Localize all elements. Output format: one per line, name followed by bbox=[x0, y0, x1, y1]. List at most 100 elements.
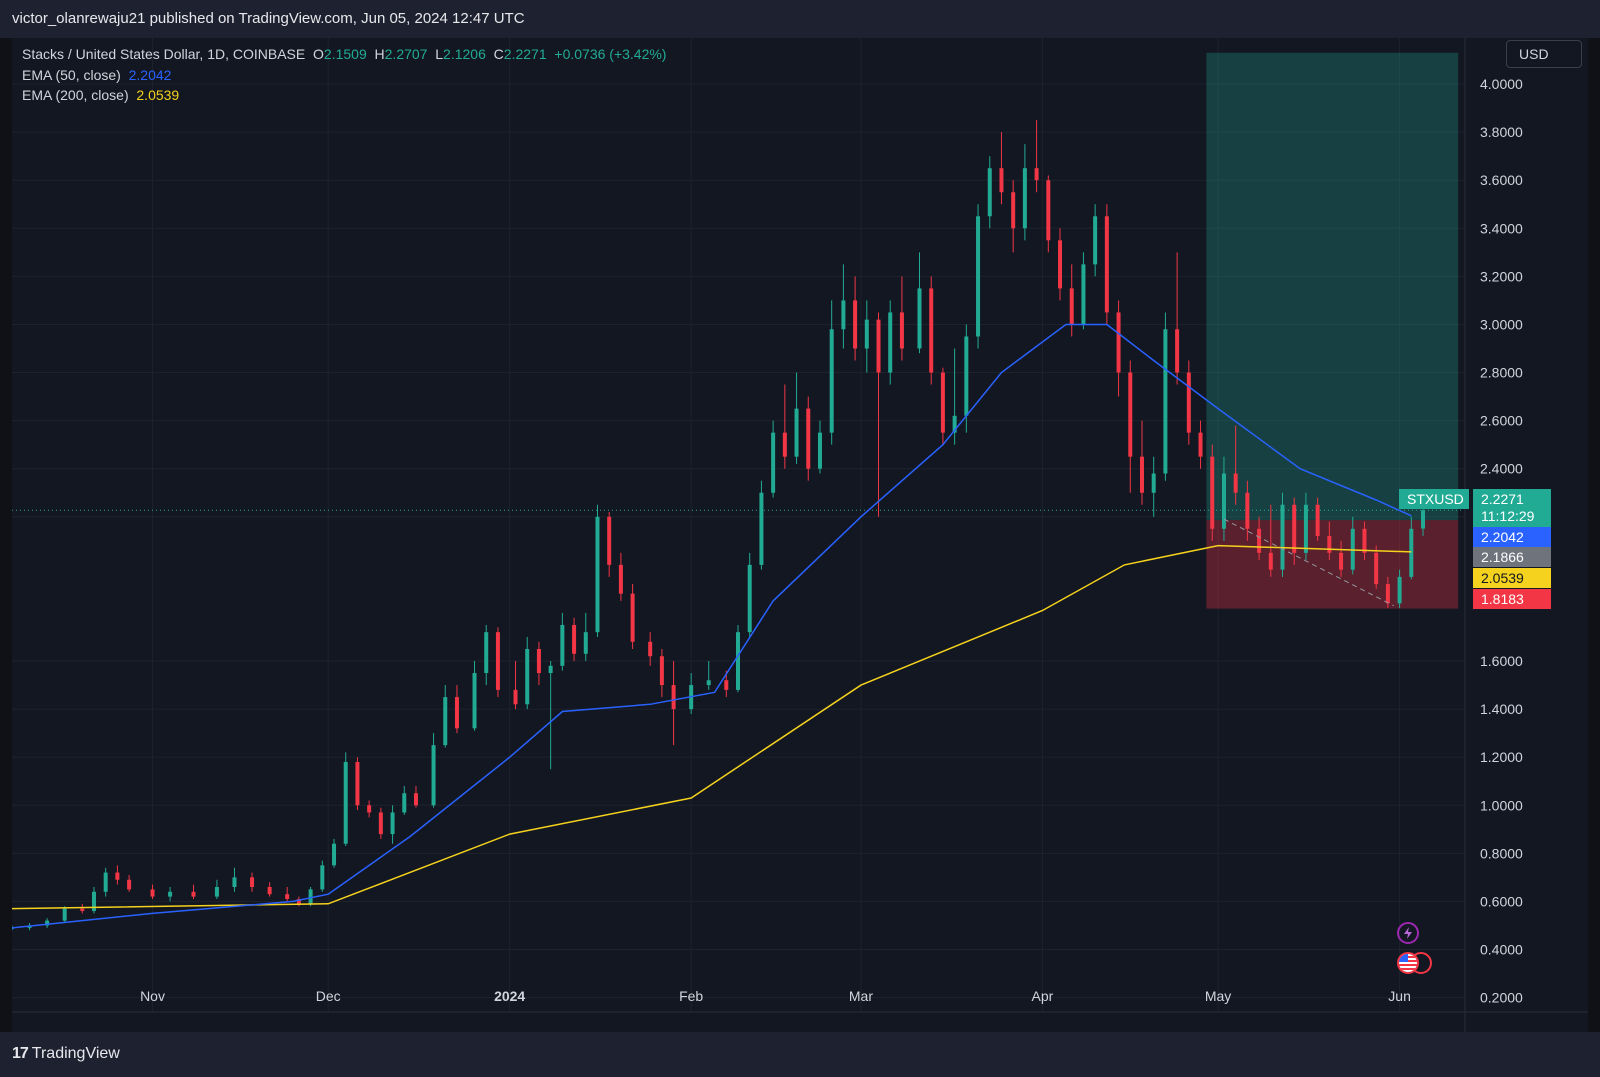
x-tick-label: Nov bbox=[140, 988, 165, 1004]
candle-body bbox=[917, 288, 922, 349]
us-flag-icon[interactable] bbox=[1397, 952, 1419, 974]
symbol-tag: STXUSD bbox=[1399, 489, 1469, 509]
candle-body bbox=[929, 288, 934, 373]
candle-body bbox=[560, 624, 565, 666]
y-tick-label: 2.4000 bbox=[1480, 461, 1523, 477]
y-tick-label: 1.0000 bbox=[1480, 797, 1523, 813]
logo-mark: 17 bbox=[12, 1045, 29, 1062]
candle-body bbox=[648, 641, 653, 657]
chart-panel[interactable] bbox=[12, 38, 1588, 1032]
candle-body bbox=[1233, 473, 1238, 493]
candle-body bbox=[413, 793, 418, 806]
candle-body bbox=[782, 432, 787, 457]
candle-body bbox=[747, 564, 752, 633]
x-tick-label: Mar bbox=[849, 988, 873, 1004]
candle-body bbox=[150, 889, 155, 897]
candle-body bbox=[864, 319, 869, 349]
candle-body bbox=[62, 908, 67, 921]
candle-body bbox=[431, 745, 436, 806]
candle-body bbox=[1128, 372, 1133, 457]
candle-body bbox=[343, 761, 348, 844]
candle-body bbox=[355, 761, 360, 806]
ema200-label: EMA (200, close) bbox=[22, 87, 129, 103]
candle-body bbox=[127, 879, 132, 890]
y-tick-label: 2.6000 bbox=[1480, 413, 1523, 429]
ema200-price-tag: 2.0539 bbox=[1473, 568, 1551, 588]
candle-body bbox=[443, 697, 448, 746]
candle-body bbox=[899, 312, 904, 349]
candle-body bbox=[1245, 492, 1250, 529]
candle-body bbox=[1292, 504, 1297, 553]
candle-body bbox=[572, 624, 577, 654]
candle-body bbox=[472, 673, 477, 729]
stop-zone bbox=[1206, 520, 1459, 609]
open-value: 2.1509 bbox=[323, 46, 367, 62]
candle-body bbox=[1374, 552, 1379, 585]
y-tick-label: 1.6000 bbox=[1480, 653, 1523, 669]
candle-body bbox=[1046, 180, 1051, 241]
candle-body bbox=[495, 632, 500, 690]
candle-body bbox=[1022, 168, 1027, 229]
candle-body bbox=[1257, 528, 1262, 553]
target-zone bbox=[1206, 52, 1459, 521]
y-tick-label: 2.8000 bbox=[1480, 365, 1523, 381]
tradingview-logo[interactable]: 17 TradingView bbox=[12, 1045, 120, 1063]
currency-selector[interactable]: USD bbox=[1506, 40, 1582, 68]
y-tick-label: 3.4000 bbox=[1480, 220, 1523, 236]
y-tick-label: 3.2000 bbox=[1480, 268, 1523, 284]
legend-ema50-row[interactable]: EMA (50, close) 2.2042 bbox=[22, 65, 666, 86]
candle-body bbox=[964, 336, 969, 416]
candle-body bbox=[1221, 473, 1226, 529]
x-tick-label: May bbox=[1205, 988, 1231, 1004]
candle-body bbox=[736, 632, 740, 690]
candle-body bbox=[1034, 168, 1039, 181]
candle-body bbox=[191, 891, 196, 897]
candle-body bbox=[1198, 432, 1203, 457]
y-tick-label: 3.8000 bbox=[1480, 124, 1523, 140]
candle-body bbox=[1069, 288, 1074, 325]
change-value: +0.0736 (+3.42%) bbox=[554, 46, 667, 62]
low-value: 2.1206 bbox=[443, 46, 486, 62]
candle-body bbox=[513, 689, 518, 705]
candle-body bbox=[232, 877, 237, 887]
y-tick-label: 1.4000 bbox=[1480, 701, 1523, 717]
candle-body bbox=[706, 680, 711, 686]
candle-body bbox=[1397, 576, 1402, 604]
candle-body bbox=[1339, 552, 1344, 570]
trendline bbox=[1223, 518, 1394, 607]
legend-ema200-row[interactable]: EMA (200, close) 2.0539 bbox=[22, 85, 666, 106]
y-tick-label: 0.2000 bbox=[1480, 990, 1523, 1006]
candle-body bbox=[1104, 216, 1109, 313]
candle-body bbox=[1280, 504, 1285, 570]
x-tick-label: 2024 bbox=[494, 988, 525, 1004]
candle-body bbox=[817, 432, 822, 469]
candle-body bbox=[332, 843, 337, 866]
ema200-line bbox=[12, 544, 1412, 910]
y-tick-label: 3.0000 bbox=[1480, 316, 1523, 332]
x-tick-label: Jun bbox=[1388, 988, 1411, 1004]
candle-body bbox=[952, 415, 957, 433]
candle-body bbox=[525, 648, 530, 705]
candle-body bbox=[987, 168, 992, 217]
candle-body bbox=[1186, 372, 1191, 433]
ema50-line bbox=[12, 323, 1412, 929]
candle-body bbox=[595, 516, 600, 633]
candle-body bbox=[91, 891, 96, 912]
candle-body bbox=[285, 894, 290, 900]
candle-body bbox=[1163, 329, 1168, 474]
price-chart[interactable]: 4.0000 3.8000 3.6000 3.4000 3.2000 3.0000 2.80… bbox=[12, 38, 1588, 1032]
candle-body bbox=[976, 216, 981, 337]
candle-body bbox=[1303, 504, 1308, 553]
candle-body bbox=[1268, 552, 1273, 570]
chart-legend: Stacks / United States Dollar, 1D, COINB… bbox=[22, 44, 666, 106]
x-tick-label: Dec bbox=[316, 988, 341, 1004]
ema200-value: 2.0539 bbox=[136, 87, 180, 103]
candle-body bbox=[876, 319, 881, 373]
logo-text: TradingView bbox=[31, 1045, 120, 1062]
candle-body bbox=[630, 593, 635, 642]
candle-body bbox=[841, 300, 846, 330]
bar-countdown: 11:12:29 bbox=[1481, 508, 1535, 524]
candle-body bbox=[1093, 216, 1098, 265]
lightning-icon[interactable] bbox=[1397, 922, 1419, 944]
candle-body bbox=[1409, 528, 1414, 577]
